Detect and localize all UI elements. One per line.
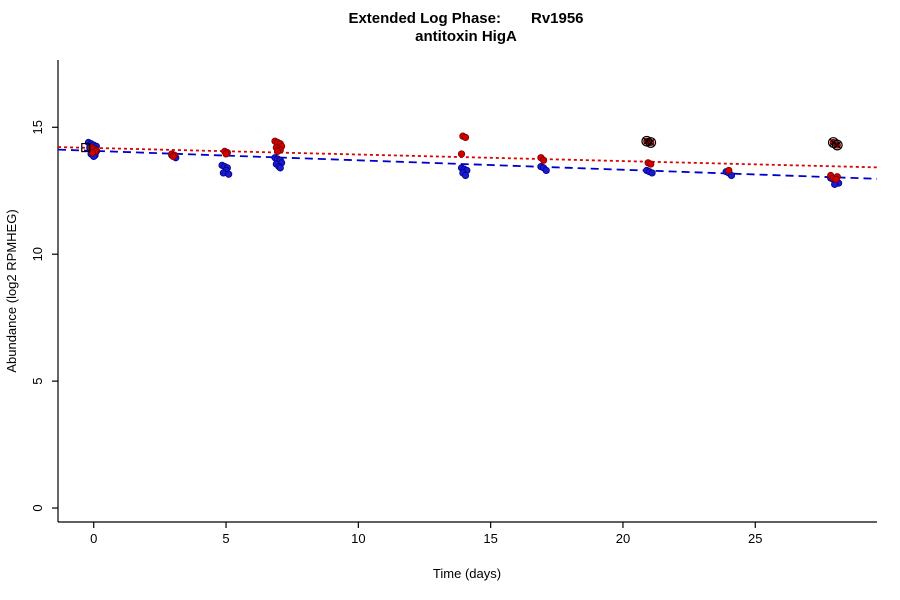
x-ticks: 0 5 10 15 20 25: [90, 522, 763, 546]
y-tick-label: 15: [30, 120, 45, 134]
x-tick-label: 5: [222, 531, 229, 546]
blue-trend: [57, 148, 878, 180]
y-ticks: 0 5 10 15: [30, 120, 58, 512]
data-point: [457, 150, 466, 158]
chart-subtitle: antitoxin HigA: [415, 28, 517, 45]
data-point: [169, 152, 177, 161]
chart-title-gene: Rv1956: [531, 10, 584, 27]
flagged-point-x2: [642, 137, 651, 146]
flagged-points: [641, 135, 843, 151]
x-tick-label: 20: [616, 531, 630, 546]
data-point: [276, 164, 284, 172]
data-point: [647, 160, 655, 168]
axes: [57, 60, 877, 523]
data-point: [225, 170, 233, 178]
reference-square-marker: [81, 142, 91, 153]
data-point: [222, 150, 230, 158]
flagged-point-x2: [646, 138, 655, 147]
x-tick-label: 15: [483, 531, 497, 546]
chart-title-prefix: Extended Log Phase:: [348, 10, 501, 27]
x-axis-label: Time (days): [433, 566, 501, 581]
data-point: [648, 169, 656, 177]
plot-content: 0 5 10 15 20 25 0 5 10 15: [30, 60, 878, 546]
data-point: [542, 166, 550, 175]
flagged-point-circle: [645, 137, 657, 148]
trend-lines: [57, 146, 878, 180]
x-tick-label: 0: [90, 531, 97, 546]
y-tick-label: 0: [30, 504, 45, 511]
data-point: [461, 171, 470, 180]
data-point: [725, 166, 733, 175]
red-trend: [57, 146, 878, 169]
data-point: [832, 175, 840, 183]
data-point: [88, 149, 97, 157]
x-tick-label: 25: [748, 531, 762, 546]
data-point: [461, 133, 470, 142]
x-tick-label: 10: [351, 531, 365, 546]
chart-title: Extended Log Phase: Rv1956: [348, 10, 583, 27]
y-tick-label: 10: [30, 247, 45, 261]
y-tick-label: 5: [30, 377, 45, 384]
data-point: [274, 147, 282, 155]
y-axis-label: Abundance (log2 RPMHEG): [4, 209, 19, 372]
flagged-point-circle: [831, 139, 843, 151]
reference-square: [81, 142, 91, 153]
data-point: [539, 156, 548, 164]
flagged-point-x2: [833, 141, 842, 149]
